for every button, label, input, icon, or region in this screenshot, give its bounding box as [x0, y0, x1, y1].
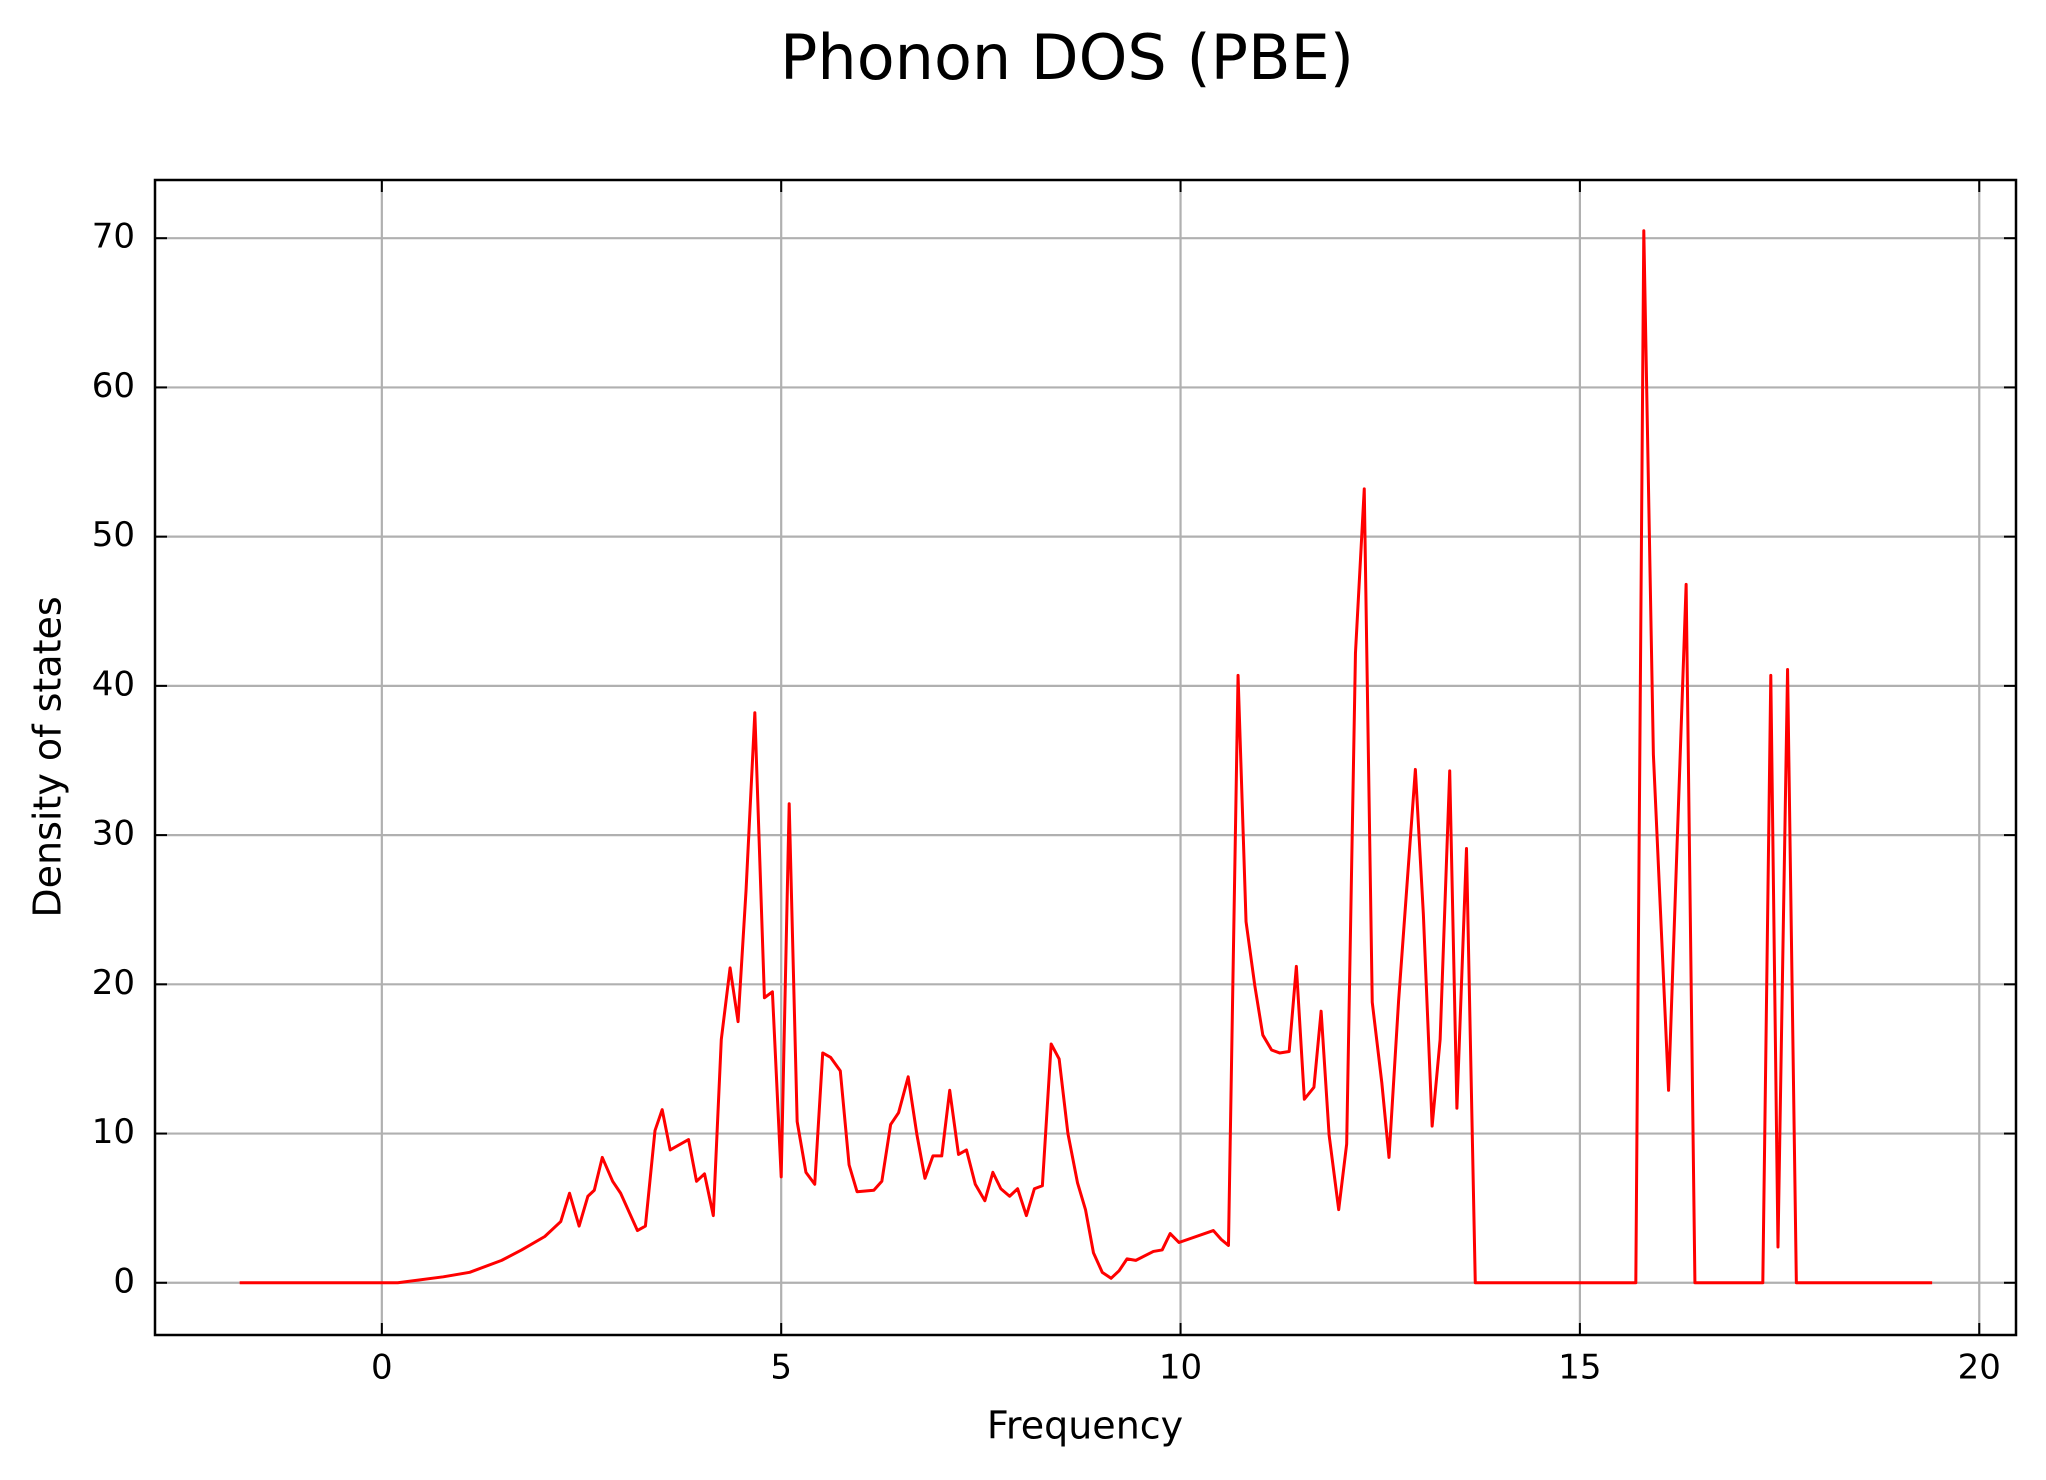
x-tick-label: 10 — [1159, 1348, 1202, 1388]
line — [239, 229, 1933, 1285]
x-tick-label: 15 — [1558, 1348, 1601, 1388]
y-axis-label: Density of states — [26, 596, 70, 917]
x-tick-label: 0 — [371, 1348, 393, 1388]
y-tick-label: 50 — [92, 515, 135, 555]
plot-frame — [153, 178, 2018, 1337]
y-tick-label: 10 — [92, 1112, 135, 1152]
x-tick-label: 20 — [1958, 1348, 2001, 1388]
y-tick-label: 40 — [92, 664, 135, 704]
chart-title: Phonon DOS (PBE) — [780, 21, 1354, 94]
x-tick-label: 5 — [770, 1348, 792, 1388]
x-axis-label: Frequency — [987, 1404, 1183, 1448]
y-tick-label: 70 — [92, 217, 135, 257]
y-tick-label: 60 — [92, 366, 135, 406]
y-tick-label: 0 — [113, 1261, 135, 1301]
y-tick-label: 20 — [92, 963, 135, 1003]
y-tick-label: 30 — [92, 814, 135, 854]
